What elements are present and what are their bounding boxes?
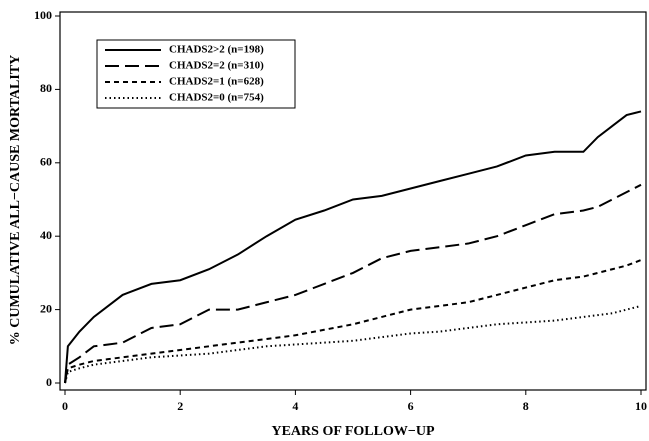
y-tick-label: 100 [34,8,52,22]
y-tick-label: 40 [40,228,52,242]
legend-label: CHADS2=2 (n=310) [169,60,264,72]
series-line [64,304,642,384]
series-line [64,183,642,384]
x-tick-label: 0 [62,399,68,413]
legend-label: CHADS2=0 (n=754) [169,92,264,104]
legend-label: CHADS2>2 (n=198) [169,44,264,56]
series-line [64,259,642,384]
series-line [64,110,642,384]
legend: CHADS2>2 (n=198) CHADS2=2 (n=310) CHADS2=1… [96,39,296,109]
x-axis-title: YEARS OF FOLLOW−UP [271,424,434,439]
y-tick-label: 80 [40,81,52,95]
plot-frame [59,11,647,391]
x-tick-label: 8 [523,399,529,413]
y-tick-label: 0 [46,375,52,389]
legend-label: CHADS2=1 (n=628) [169,76,264,88]
y-tick-label: 20 [40,301,52,315]
y-tick-label: 60 [40,155,52,169]
y-axis-title: % CUMULATIVE ALL−CAUSE MORTALITY [8,55,23,346]
x-tick-label: 2 [177,399,183,413]
x-tick-label: 4 [292,399,298,413]
legend-box [96,39,296,109]
x-tick-label: 10 [635,399,647,413]
x-tick-label: 6 [408,399,414,413]
